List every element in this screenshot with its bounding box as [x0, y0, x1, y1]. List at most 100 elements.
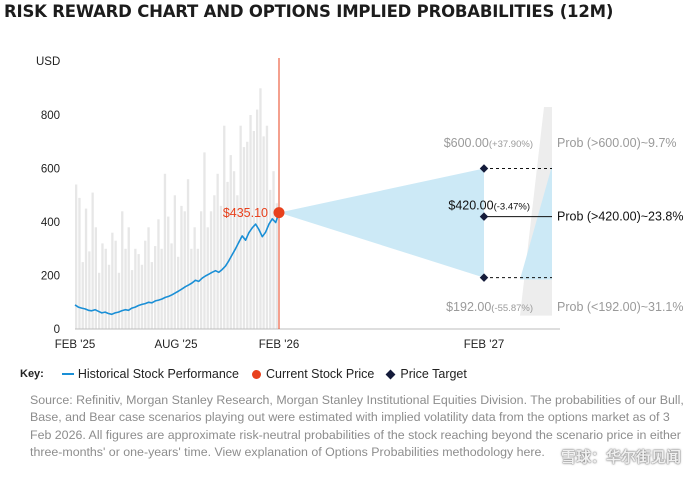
volume-bar: [150, 262, 153, 329]
volume-bar: [226, 181, 229, 329]
volume-bar: [88, 251, 91, 329]
volume-bar: [78, 197, 81, 329]
volume-bar: [98, 272, 101, 329]
bear-target-label-change: (-55.87%): [491, 303, 533, 314]
volume-bar: [269, 189, 272, 329]
probability-density-blue: [520, 165, 552, 280]
volume-bar: [127, 227, 130, 329]
volume-bar: [200, 211, 203, 329]
current-price-dot: [273, 207, 285, 219]
history-line-icon: [61, 373, 74, 375]
y-tick-label: 600: [41, 164, 60, 176]
volume-bar: [107, 264, 111, 329]
volume-bar: [163, 173, 167, 329]
volume-bar: [177, 256, 180, 329]
volume-bar: [170, 243, 173, 329]
volume-bar: [229, 155, 232, 329]
volume-bar: [167, 216, 170, 329]
volume-bar: [193, 227, 196, 329]
bull-target-label-change: (+37.90%): [489, 139, 533, 150]
volume-bar: [137, 254, 140, 329]
forecast-cone: [279, 168, 484, 278]
risk-reward-chart: USD 0 200 400 600 800 FEB '25 AUG '25 FEB '26 FEB…: [36, 56, 683, 351]
bear-target-diamond: [479, 273, 489, 282]
base-target-label: $420.00(-3.47%): [448, 199, 530, 213]
bear-target-label: $192.00(-55.87%): [446, 300, 533, 314]
volume-bar: [275, 203, 278, 329]
volume-bar: [203, 152, 206, 329]
volume-bar: [213, 195, 216, 330]
volume-bar: [101, 243, 104, 329]
current-price-dot-icon: [252, 369, 262, 379]
volume-bar: [84, 208, 88, 329]
current-price-label: $435.10: [223, 206, 268, 220]
volume-bar: [140, 264, 144, 329]
volume-bar: [262, 136, 265, 329]
volume-bar: [206, 227, 209, 329]
volume-bar: [216, 173, 219, 329]
base-target-label-price: $420.00: [448, 199, 493, 213]
key-current-label: Current Stock Price: [266, 367, 375, 381]
volume-bar: [114, 240, 117, 329]
bear-probability-label: Prob (<192.00)~31.1%: [557, 300, 683, 314]
history-line: [74, 212, 280, 316]
volume-bar: [157, 219, 160, 329]
base-target-label-change: (-3.47%): [494, 202, 530, 213]
volume-bar: [91, 192, 94, 329]
volume-bar: [256, 109, 259, 329]
volume-bar: [104, 248, 107, 330]
volume-bar: [239, 125, 242, 329]
bull-target-diamond: [479, 164, 489, 173]
base-probability-label: Prob (>420.00)~23.8%: [557, 210, 683, 224]
volume-bar: [252, 131, 255, 329]
source-note: Source: Refinitiv, Morgan Stanley Resear…: [30, 393, 684, 459]
y-axis-title: USD: [36, 56, 60, 68]
volume-bar: [272, 171, 275, 329]
volume-bar: [147, 227, 150, 329]
key-history-label: Historical Stock Performance: [77, 367, 240, 381]
volume-bar: [121, 211, 124, 329]
volume-bar: [180, 205, 183, 329]
price-target-diamond-icon: [385, 369, 396, 379]
y-tick-label: 200: [41, 271, 60, 283]
watermark: 雪球：华尔街见闻: [560, 449, 681, 466]
volume-bar: [190, 248, 193, 330]
volume-bar: [130, 270, 134, 329]
x-tick-label: FEB '25: [55, 339, 96, 351]
volume-bar: [249, 115, 252, 329]
key-label: Key:: [20, 368, 44, 380]
volume-bar: [124, 248, 127, 330]
volume-bar: [160, 248, 163, 330]
chart-key: Key: Historical Stock Performance Curren…: [20, 365, 480, 383]
volume-bar: [209, 211, 213, 329]
bull-probability-label: Prob (>600.00)~9.7%: [557, 136, 677, 150]
bull-target-label: $600.00(+37.90%): [444, 136, 533, 150]
volume-bar: [219, 205, 223, 329]
y-tick-label: 0: [54, 324, 60, 336]
bear-target-label-price: $192.00: [446, 300, 491, 314]
key-current: Current Stock Price: [252, 367, 374, 381]
volume-bar: [111, 232, 114, 329]
x-tick-label: AUG '25: [154, 339, 197, 351]
volume-bar: [173, 195, 176, 330]
y-tick-label: 800: [41, 110, 60, 122]
volume-bar: [196, 248, 199, 330]
volume-bar: [259, 88, 262, 330]
volume-bar: [134, 248, 137, 330]
volume-bar: [183, 211, 186, 329]
key-history: Historical Stock Performance: [61, 367, 240, 381]
bull-target-label-price: $600.00: [444, 136, 489, 150]
x-tick-label: FEB '27: [464, 339, 505, 351]
volume-bar: [75, 184, 78, 329]
key-target-label: Price Target: [400, 367, 467, 381]
volume-bar: [94, 227, 97, 329]
base-target-diamond: [479, 212, 489, 221]
volume-bar: [144, 240, 147, 329]
chart-title: RISK REWARD CHART AND OPTIONS IMPLIED PR…: [4, 2, 614, 21]
volume-bar: [117, 272, 121, 329]
x-tick-label: FEB '26: [259, 339, 300, 351]
volume-bar: [81, 262, 84, 329]
volume-bar: [236, 195, 239, 330]
volume-bar: [154, 246, 157, 329]
y-tick-label: 400: [41, 217, 60, 229]
